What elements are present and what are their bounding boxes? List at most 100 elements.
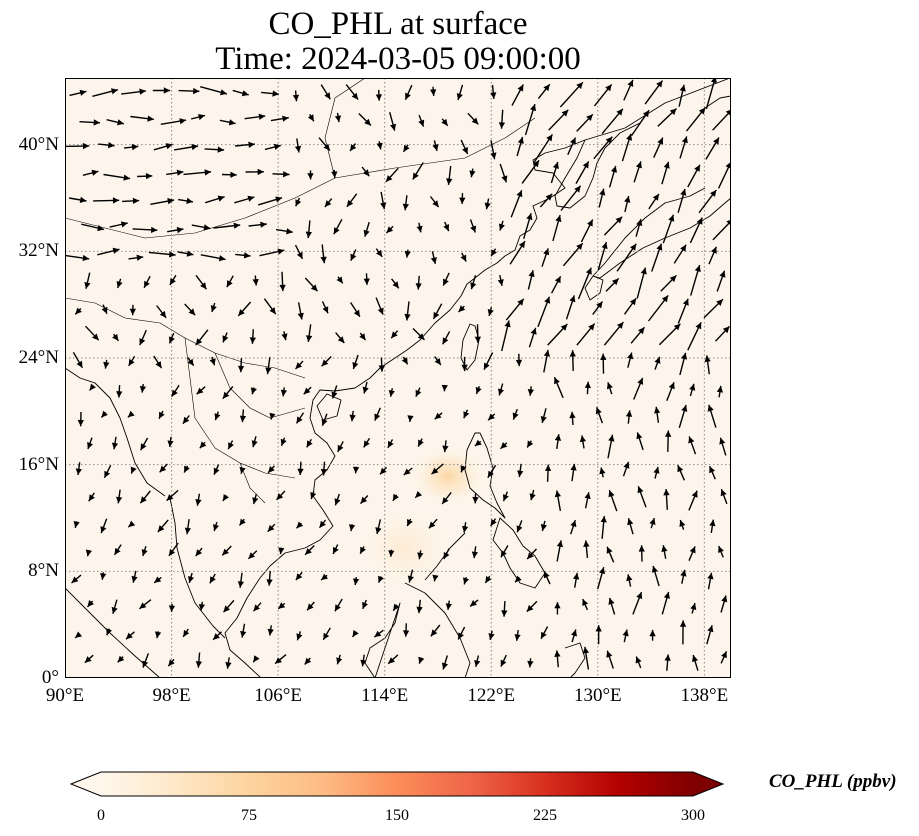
wind-arrow	[294, 360, 304, 370]
wind-arrow	[418, 656, 425, 664]
wind-arrow	[527, 658, 534, 668]
wind-arrow	[526, 600, 538, 613]
wind-arrow	[490, 518, 497, 527]
wind-arrow	[352, 630, 359, 638]
wind-arrow	[638, 545, 645, 562]
wind-arrow	[402, 144, 410, 153]
wind-arrow	[429, 196, 440, 208]
wind-arrow	[167, 658, 175, 667]
wind-arrow	[221, 545, 232, 556]
wind-arrow	[636, 432, 644, 451]
map-panel	[61, 76, 734, 679]
wind-arrow	[248, 221, 267, 228]
wind-arrow	[716, 385, 723, 398]
coastline-taiwan	[460, 323, 480, 371]
wind-arrow	[153, 143, 173, 151]
wind-arrow	[375, 248, 383, 258]
wind-arrow	[687, 164, 701, 188]
wind-arrow	[295, 521, 304, 529]
wind-arrow	[209, 573, 216, 584]
wind-arrow	[183, 169, 212, 176]
wind-arrow	[688, 490, 698, 511]
wind-arrow	[524, 103, 536, 136]
wind-arrow	[707, 404, 717, 428]
wind-arrow	[226, 275, 234, 288]
wind-arrow	[272, 171, 290, 178]
wind-arrow	[678, 84, 686, 107]
wind-arrow	[304, 277, 319, 292]
wind-arrow	[679, 136, 688, 159]
wind-arrow	[543, 571, 551, 585]
wind-arrow	[244, 113, 266, 120]
wind-arrow	[679, 519, 686, 530]
wind-arrow	[103, 173, 131, 181]
wind-arrow	[625, 410, 633, 424]
wind-arrow	[537, 296, 551, 328]
wind-arrow	[334, 493, 341, 506]
colorbar-tick-label: 225	[533, 807, 557, 824]
wind-arrow	[501, 320, 511, 352]
wind-arrow	[306, 601, 315, 611]
colorbar-extend-min	[71, 772, 101, 796]
wind-arrow	[560, 185, 582, 211]
wind-arrow	[237, 572, 244, 588]
wind-arrow	[509, 240, 526, 265]
wind-arrow	[274, 654, 287, 665]
wind-arrow	[459, 193, 466, 205]
wind-arrow	[441, 384, 448, 392]
wind-arrow	[348, 524, 356, 532]
wind-arrow	[599, 467, 606, 478]
wind-arrow	[633, 161, 642, 183]
wind-arrow	[499, 163, 508, 183]
country-borders	[65, 78, 536, 504]
wind-arrow	[142, 653, 150, 668]
wind-arrow	[261, 90, 279, 97]
coastline-bengal	[65, 367, 166, 497]
wind-arrow	[661, 591, 670, 615]
wind-arrow	[540, 520, 547, 532]
wind-arrow	[601, 108, 624, 135]
wind-arrow	[306, 438, 313, 448]
wind-arrow	[375, 519, 382, 535]
wind-arrow	[158, 410, 165, 420]
wind-arrow	[100, 572, 107, 580]
wind-arrow	[526, 440, 534, 448]
wind-arrow	[651, 565, 660, 587]
wind-arrow	[553, 376, 564, 399]
wind-arrow	[385, 225, 394, 234]
wind-arrow	[195, 652, 202, 668]
wind-arrow	[417, 550, 424, 560]
wind-arrow	[129, 304, 136, 316]
wind-arrow	[103, 464, 112, 479]
wind-arrow	[573, 572, 580, 588]
coastline-palawan	[424, 532, 466, 581]
wind-arrow	[279, 271, 286, 292]
wind-arrow	[717, 161, 732, 189]
wind-arrow	[213, 464, 220, 475]
wind-arrow	[665, 430, 672, 452]
wind-arrow	[402, 623, 410, 637]
wind-arrow	[463, 409, 470, 419]
wind-arrow	[204, 146, 225, 153]
wind-arrow	[442, 440, 449, 453]
wind-arrow	[630, 326, 646, 344]
map-border	[65, 78, 731, 678]
wind-arrow	[441, 118, 449, 127]
wind-arrow	[237, 301, 252, 317]
wind-arrow	[434, 356, 442, 366]
wind-arrow	[647, 294, 669, 322]
wind-arrow	[269, 412, 276, 420]
coastline-japan-honshu	[592, 187, 731, 279]
wind-arrow	[188, 572, 194, 584]
wind-arrow	[677, 188, 687, 213]
wind-arrow	[595, 406, 604, 424]
wind-arrow	[375, 89, 382, 101]
wind-arrow	[259, 248, 285, 257]
wind-arrow	[350, 249, 357, 261]
wind-arrow	[623, 297, 637, 315]
wind-arrow	[295, 412, 305, 424]
wind-arrow	[483, 352, 494, 371]
wind-arrow	[213, 222, 241, 229]
wind-arrow	[689, 217, 703, 244]
wind-arrow	[152, 87, 171, 94]
